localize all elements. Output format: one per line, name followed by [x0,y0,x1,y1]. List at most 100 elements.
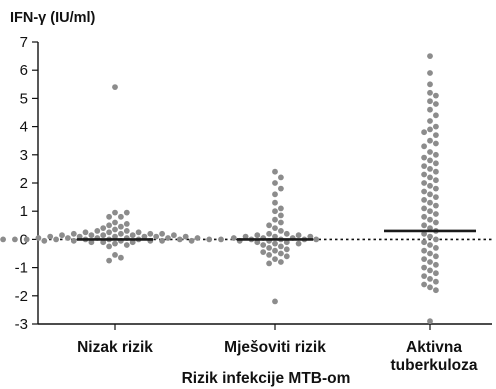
data-point [433,92,439,99]
data-point [433,278,439,285]
data-point [278,228,284,234]
data-point [427,318,433,325]
data-point [427,208,433,215]
data-point [266,222,272,229]
data-point [427,250,433,257]
y-tick-label: 4 [20,119,28,136]
data-point [421,213,427,220]
data-point [433,160,439,167]
data-point [12,236,18,243]
data-point [427,233,433,240]
data-point [421,239,427,246]
data-point [283,253,290,260]
data-point [421,171,427,178]
data-point [421,273,427,279]
data-point [421,143,427,150]
data-point [23,236,30,243]
data-point [272,180,278,186]
data-point [295,232,302,239]
data-point [260,249,267,256]
data-point [433,168,439,175]
data-point [76,233,83,240]
data-point [100,225,107,232]
data-point [427,98,433,105]
data-point [88,232,95,239]
data-point [433,101,439,107]
data-point [106,213,112,220]
data-point [283,246,290,253]
data-point [118,254,124,261]
data-point [421,188,427,195]
data-point [427,284,433,291]
data-point [421,256,427,262]
y-axis: -3 -2 -1 0 1 2 3 4 5 6 7 [15,34,492,333]
data-point [272,168,278,175]
data-point [266,252,272,258]
data-point [272,240,278,247]
data-point [272,298,278,305]
data-point [123,209,130,216]
data-point [70,230,77,237]
data-point [88,239,95,246]
data-point [427,118,433,124]
data-point [427,199,433,206]
x-tick-label: Mješoviti rizik [224,339,326,356]
data-point [313,236,320,243]
data-point [427,267,433,274]
data-point [94,228,101,234]
data-point [254,232,261,239]
data-point [272,216,278,223]
data-point [427,259,433,265]
data-point [272,233,278,240]
data-point [427,106,433,113]
data-point [421,222,427,229]
y-tick-label: 0 [20,231,28,248]
data-point [129,239,136,246]
data-point [433,211,439,217]
data-point [100,239,107,246]
data-point [433,261,439,268]
data-point [433,245,439,251]
data-point [206,236,213,243]
data-point [427,157,433,164]
data-point [421,180,427,186]
data-point [307,233,314,240]
y-tick-label: -2 [15,288,28,305]
data-point [433,177,439,184]
data-point [427,137,433,144]
data-point [272,208,278,215]
data-point [260,242,267,248]
data-point [272,199,278,206]
data-point [427,174,433,181]
data-point [433,202,439,209]
data-point [278,219,284,226]
data-point [59,232,65,239]
data-point [112,209,118,216]
data-point [427,126,433,133]
data-points [0,53,439,325]
data-point [421,205,427,212]
data-point [70,237,77,244]
data-point [272,191,278,198]
data-point [421,230,427,237]
y-tick-label: -1 [15,260,28,277]
data-point [427,89,433,96]
data-point [278,259,284,265]
y-axis-title: IFN-γ (IU/ml) [10,10,96,26]
data-point [421,281,427,288]
data-point [53,236,59,243]
data-point [106,243,112,250]
y-tick-label: 1 [20,203,28,220]
data-point [106,229,112,236]
data-point [112,84,118,90]
y-tick-label: 7 [20,34,28,51]
data-point [65,235,71,241]
data-point [427,53,433,59]
data-point [433,132,439,139]
data-point [176,236,183,243]
data-point [427,191,433,198]
data-point [147,230,154,237]
data-point [433,287,439,294]
data-point [421,197,427,203]
data-point [230,235,237,241]
